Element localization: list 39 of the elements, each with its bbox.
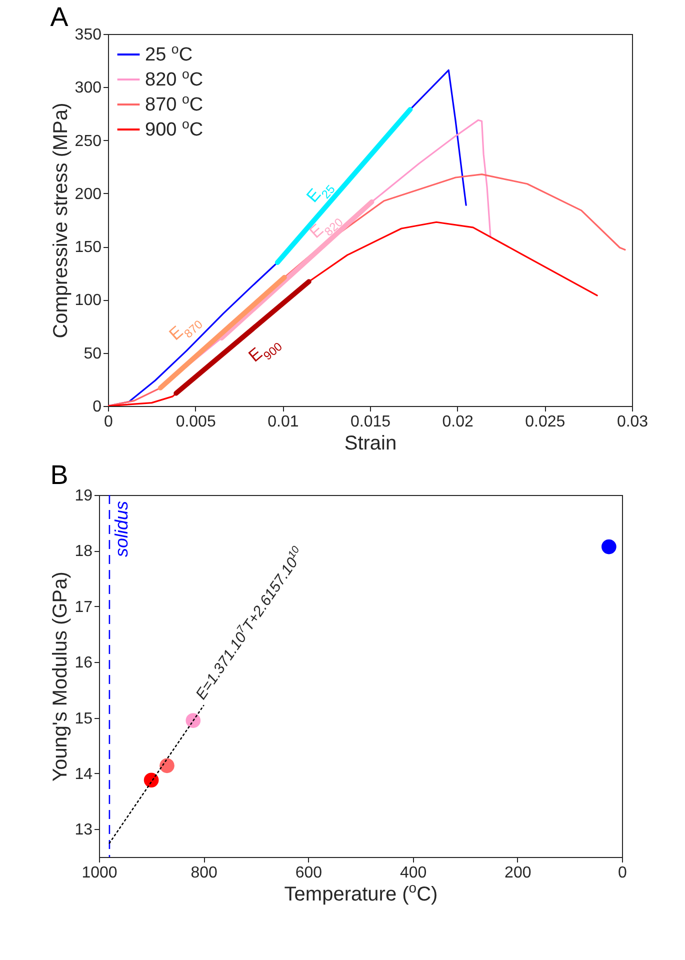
y-tick-label: 350: [74, 26, 102, 44]
legend-label: 25 $^{o}$C: [145, 41, 193, 66]
y-axis-title: Compressive stress (MPa): [50, 102, 72, 338]
y-tick-label: 13: [74, 822, 93, 839]
x-axis-title: Strain: [344, 432, 397, 454]
x-tick-label: 0.03: [616, 414, 648, 430]
x-tick-label: 0: [618, 864, 628, 882]
chart-title: B: [50, 460, 68, 490]
y-tick-label: 14: [74, 766, 93, 783]
x-tick-label: 600: [295, 864, 322, 882]
y-tick-label: 18: [74, 543, 93, 560]
y-tick-label: 150: [74, 239, 102, 256]
y-tick-label: 17: [74, 598, 93, 616]
x-tick-label: 400: [400, 864, 427, 882]
y-tick-label: 100: [74, 292, 102, 310]
y-tick-label: 50: [84, 345, 102, 362]
y-tick-label: 200: [74, 186, 102, 203]
y-tick-label: 300: [74, 80, 102, 97]
x-tick-label: 800: [190, 864, 218, 882]
y-axis-title: Young's Modulus (GPa): [50, 572, 72, 782]
y-tick-label: 15: [74, 710, 93, 728]
legend-label: 900 $^{o}$C: [145, 116, 204, 140]
x-tick-label: 200: [504, 864, 532, 882]
ref-line-label: solidus: [111, 501, 132, 558]
chart-title: A: [50, 2, 68, 32]
y-tick-label: 19: [74, 488, 93, 504]
x-tick-label: 0.01: [268, 414, 299, 430]
legend-label: 870 $^{o}$C: [145, 91, 204, 116]
x-tick-label: 0.02: [442, 414, 474, 430]
x-tick-label: 1000: [82, 864, 118, 882]
x-tick-label: 0.005: [176, 414, 216, 430]
y-tick-label: 16: [74, 654, 93, 672]
x-tick-label: 0: [104, 414, 114, 430]
y-tick-label: 0: [92, 398, 102, 416]
legend-label: 820 $^{o}$C: [145, 66, 204, 90]
x-tick-label: 0.025: [525, 414, 566, 430]
x-tick-label: 0.015: [350, 414, 391, 430]
y-tick-label: 250: [74, 132, 102, 150]
x-axis-title: Temperature ($^{o}$C): [284, 880, 438, 906]
